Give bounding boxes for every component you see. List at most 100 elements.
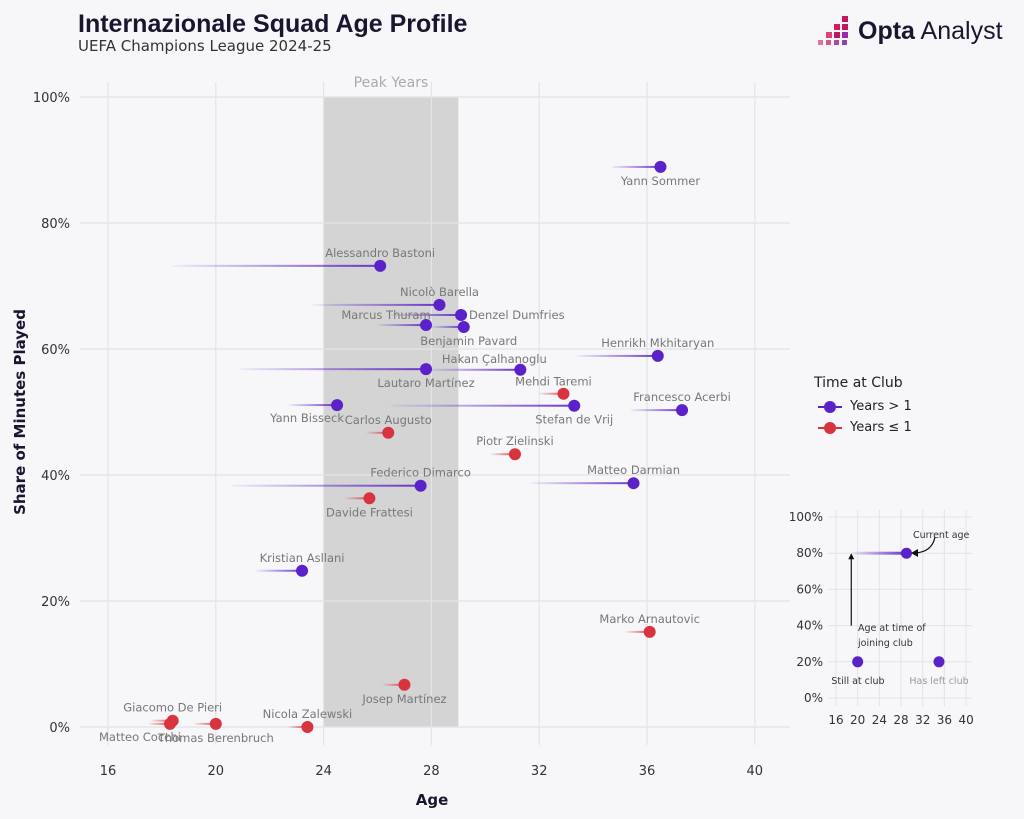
player-label: Davide Frattesi bbox=[326, 505, 413, 519]
player-label: Stefan de Vrij bbox=[535, 413, 613, 427]
player-point bbox=[296, 564, 309, 577]
inset-join-label: joining club bbox=[857, 638, 913, 649]
inset-x-tick-label: 20 bbox=[850, 713, 865, 727]
inset-example-point bbox=[900, 547, 912, 559]
player-point bbox=[420, 319, 433, 332]
x-tick-label: 32 bbox=[531, 764, 548, 779]
player-label: Yann Sommer bbox=[620, 174, 701, 188]
tenure-tail bbox=[231, 484, 421, 487]
inset-x-tick-label: 28 bbox=[893, 713, 908, 727]
player-point bbox=[382, 426, 395, 439]
legend-item-years-gt-1: Years > 1 bbox=[818, 399, 912, 414]
inset-still-point bbox=[852, 656, 864, 668]
player-point bbox=[414, 479, 427, 492]
x-tick-label: 20 bbox=[208, 764, 225, 779]
player-point bbox=[643, 625, 656, 638]
peak-years-band bbox=[323, 97, 459, 727]
inset-y-tick-label: 40% bbox=[796, 619, 823, 633]
chart-subtitle: UEFA Champions League 2024-25 bbox=[78, 37, 332, 55]
inset-still-label: Still at club bbox=[831, 676, 884, 687]
legend-label: Years ≤ 1 bbox=[850, 420, 912, 435]
tenure-tail bbox=[256, 569, 303, 572]
tenure-tail bbox=[390, 313, 462, 316]
player-label: Henrikh Mkhitaryan bbox=[601, 336, 714, 350]
inset-x-tick-label: 40 bbox=[958, 713, 973, 727]
inset-left-label: Has left club bbox=[909, 676, 968, 687]
player-label: Alessandro Bastoni bbox=[325, 246, 435, 260]
player-label: Matteo Cocchi bbox=[99, 730, 181, 744]
inset-x-tick-label: 24 bbox=[872, 713, 887, 727]
inset-join-label: Age at time of bbox=[858, 623, 926, 634]
logo-text-analyst: Analyst bbox=[920, 16, 1003, 45]
inset-y-tick-label: 0% bbox=[804, 691, 823, 705]
tenure-tail bbox=[531, 482, 634, 485]
x-tick-label: 16 bbox=[100, 764, 117, 779]
player-label: Piotr Zielinski bbox=[476, 434, 553, 448]
tenure-tail bbox=[172, 264, 381, 267]
logo-text-opta: Opta bbox=[858, 16, 915, 45]
logo-mark-icon bbox=[818, 16, 848, 45]
tenure-tail bbox=[288, 404, 338, 407]
inset-y-tick-label: 100% bbox=[789, 510, 823, 524]
player-label: Federico Dimarco bbox=[370, 466, 471, 480]
player-point bbox=[455, 308, 468, 321]
player-point bbox=[508, 448, 521, 461]
player-label: Lautaro Martínez bbox=[377, 376, 474, 390]
tenure-tail bbox=[148, 722, 170, 725]
y-tick-label: 100% bbox=[33, 91, 70, 106]
x-tick-label: 28 bbox=[423, 764, 440, 779]
player-point bbox=[374, 259, 387, 272]
legend: Time at Club Years > 1 Years ≤ 1 bbox=[814, 375, 912, 435]
player-label: Mehdi Taremi bbox=[515, 375, 592, 389]
player-label: Marko Arnautovic bbox=[599, 612, 700, 626]
player-label: Josep Martínez bbox=[361, 692, 446, 706]
inset-y-tick-label: 60% bbox=[796, 582, 823, 596]
inset-current-age-label: Current age bbox=[913, 530, 970, 541]
inset-y-tick-label: 20% bbox=[796, 655, 823, 669]
player-point bbox=[568, 399, 581, 412]
tenure-tail bbox=[194, 722, 216, 725]
player-label: Yann Bisseck bbox=[269, 411, 344, 425]
inset-x-tick-label: 36 bbox=[937, 713, 952, 727]
y-tick-label: 60% bbox=[41, 343, 70, 358]
tenure-tail bbox=[431, 325, 464, 328]
opta-analyst-logo: Opta Analyst bbox=[818, 16, 1003, 46]
player-label: Nicola Zalewski bbox=[263, 707, 353, 721]
player-point bbox=[457, 320, 470, 333]
legend-label: Years > 1 bbox=[850, 399, 912, 414]
tenure-tail bbox=[366, 431, 389, 434]
player-point bbox=[363, 492, 376, 505]
inset-y-tick-label: 80% bbox=[796, 546, 823, 560]
tenure-tail bbox=[490, 453, 515, 456]
tenure-tail bbox=[288, 726, 308, 728]
x-tick-label: 36 bbox=[639, 764, 656, 779]
tenure-tail bbox=[576, 354, 658, 357]
x-tick-label: 40 bbox=[747, 764, 764, 779]
player-point bbox=[331, 399, 344, 412]
tenure-tail bbox=[611, 165, 661, 168]
player-point bbox=[676, 404, 689, 417]
peak-years-label: Peak Years bbox=[354, 75, 429, 91]
player-point bbox=[433, 298, 446, 311]
y-tick-label: 80% bbox=[41, 217, 70, 232]
player-label: Matteo Darmian bbox=[587, 463, 680, 477]
player-label: Carlos Augusto bbox=[345, 413, 432, 427]
tenure-tail bbox=[630, 409, 683, 412]
tenure-tail bbox=[390, 404, 575, 407]
player-label: Denzel Dumfries bbox=[469, 308, 565, 322]
player-label: Marcus Thuram bbox=[341, 308, 430, 322]
tenure-tail bbox=[240, 368, 427, 371]
x-tick-label: 24 bbox=[315, 764, 332, 779]
tenure-tail bbox=[539, 392, 564, 395]
player-point bbox=[398, 678, 411, 691]
player-label: Francesco Acerbi bbox=[633, 390, 731, 404]
tenure-tail bbox=[625, 630, 650, 633]
y-tick-label: 0% bbox=[49, 721, 70, 736]
player-point bbox=[209, 717, 222, 730]
player-label: Hakan Çalhanoglu bbox=[442, 352, 547, 366]
player-point bbox=[654, 160, 667, 173]
player-label: Nicolò Barella bbox=[400, 285, 479, 299]
chart-title: Internazionale Squad Age Profile bbox=[78, 10, 468, 38]
tenure-tail bbox=[345, 497, 370, 500]
